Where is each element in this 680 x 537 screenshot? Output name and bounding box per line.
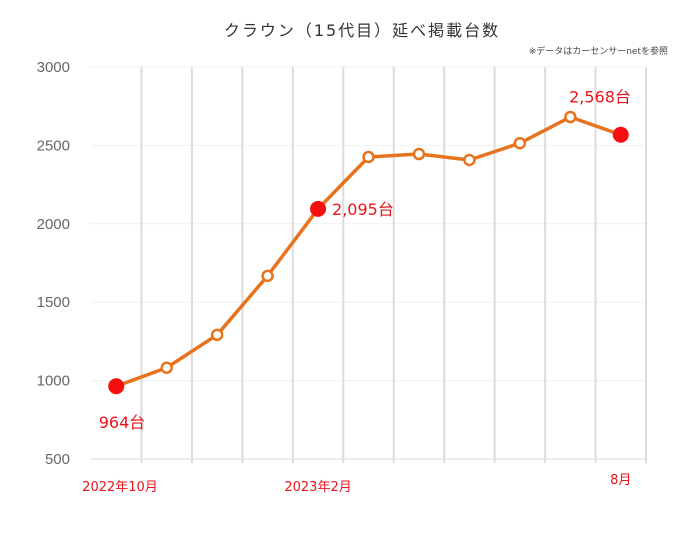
data-point xyxy=(564,110,577,124)
data-point xyxy=(412,147,426,161)
chart-title: クラウン（15代目）延べ掲載台数 xyxy=(224,21,500,40)
data-label: 2,095台 xyxy=(332,200,394,219)
highlight-point xyxy=(108,378,125,395)
data-point xyxy=(210,328,224,342)
x-tick-label: 2023年2月 xyxy=(284,480,351,495)
data-point xyxy=(261,269,274,283)
data-point xyxy=(463,153,476,167)
y-tick-label: 3000 xyxy=(37,59,70,76)
data-point xyxy=(513,136,527,150)
y-tick-label: 1500 xyxy=(37,294,70,311)
x-tick-label: 8月 xyxy=(610,473,631,488)
y-tick-label: 500 xyxy=(45,451,70,468)
data-label: 2,568台 xyxy=(569,88,631,107)
highlight-point xyxy=(612,126,629,143)
data-point xyxy=(362,150,375,164)
x-tick-label: 2022年10月 xyxy=(82,480,158,495)
y-tick-label: 2500 xyxy=(37,137,70,154)
data-point xyxy=(160,361,173,374)
y-tick-label: 1000 xyxy=(37,373,70,390)
highlight-point xyxy=(310,200,327,217)
data-label: 964台 xyxy=(99,413,146,432)
source-note: ※データはカーセンサーnetを参照 xyxy=(529,45,668,57)
y-tick-label: 2000 xyxy=(37,216,70,233)
